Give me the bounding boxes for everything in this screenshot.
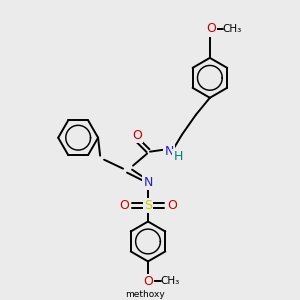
- Text: methoxy: methoxy: [125, 290, 165, 299]
- Text: H: H: [173, 150, 183, 163]
- Text: N: N: [143, 176, 153, 189]
- Text: O: O: [206, 22, 216, 35]
- Text: CH₃: CH₃: [160, 276, 180, 286]
- Text: O: O: [119, 199, 129, 212]
- Text: O: O: [143, 275, 153, 288]
- Text: O: O: [167, 199, 177, 212]
- Text: S: S: [144, 199, 152, 212]
- Text: O: O: [132, 129, 142, 142]
- Text: N: N: [164, 145, 174, 158]
- Text: CH₃: CH₃: [222, 24, 242, 34]
